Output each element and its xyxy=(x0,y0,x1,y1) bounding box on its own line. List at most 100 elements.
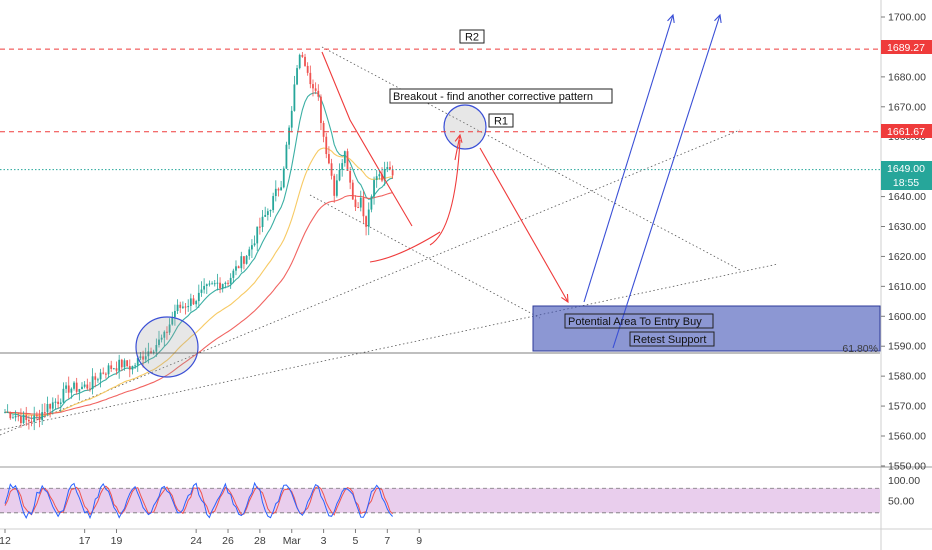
candle-body xyxy=(97,379,99,381)
candle-body xyxy=(57,401,59,404)
trendline xyxy=(321,46,741,271)
price-levels[interactable] xyxy=(0,48,880,354)
candle xyxy=(330,158,333,180)
rsi-tick-label: 100.00 xyxy=(888,475,920,487)
candle-body xyxy=(54,401,57,403)
candle xyxy=(91,368,94,395)
trendlines[interactable] xyxy=(0,46,779,436)
ema-30-line xyxy=(5,147,393,417)
candle-body xyxy=(158,339,160,346)
candle xyxy=(301,51,304,58)
candle-body xyxy=(30,421,33,423)
candle-body xyxy=(184,306,187,308)
candle-body xyxy=(118,359,121,371)
candle-body xyxy=(378,174,381,177)
candle-body xyxy=(211,283,213,285)
candle xyxy=(35,411,38,421)
entry-label-text: Potential Area To Entry Buy xyxy=(568,316,702,328)
candle-body xyxy=(171,317,174,325)
candle-body xyxy=(243,256,245,264)
candle-body xyxy=(22,415,25,424)
candle xyxy=(168,318,171,336)
rsi-panel[interactable]: 100.00 50.00 xyxy=(0,475,920,520)
candle-body xyxy=(343,151,346,164)
candle-body xyxy=(354,199,357,208)
candle xyxy=(192,294,195,306)
candle-body xyxy=(33,415,36,423)
candle-body xyxy=(304,56,306,66)
candle xyxy=(33,406,36,431)
candle xyxy=(155,338,158,357)
candle-body xyxy=(325,136,328,155)
countdown-text: 18:55 xyxy=(893,177,919,189)
candle xyxy=(152,349,155,355)
rsi-tick-label: 50.00 xyxy=(888,496,914,508)
candle xyxy=(9,411,12,420)
trendline xyxy=(0,263,779,431)
r1-label[interactable]: R1 xyxy=(488,113,514,128)
candle xyxy=(211,281,213,285)
candle-body xyxy=(155,345,158,352)
candle-body xyxy=(264,214,267,217)
ema-60-line xyxy=(5,192,393,415)
candle xyxy=(17,412,20,422)
blue-arrow-2-head xyxy=(714,13,722,23)
candle-body xyxy=(346,151,349,171)
candle xyxy=(78,388,81,401)
candle xyxy=(365,215,367,236)
candle-body xyxy=(12,417,14,419)
candle-body xyxy=(192,298,195,305)
candle-body xyxy=(290,110,293,128)
time-tick-label: 7 xyxy=(384,535,390,547)
candle xyxy=(73,381,75,391)
breakout-label[interactable]: Breakout - find another corrective patte… xyxy=(389,88,613,104)
candle xyxy=(62,382,65,403)
retest-label[interactable]: Retest Support xyxy=(629,331,715,347)
candle xyxy=(248,246,251,260)
candle xyxy=(195,299,198,308)
candle xyxy=(184,303,187,315)
candle xyxy=(54,398,57,410)
candle-body xyxy=(35,415,38,417)
candle xyxy=(70,387,73,399)
candle xyxy=(296,64,298,86)
candle-body xyxy=(176,304,179,312)
candle xyxy=(373,176,375,205)
candle-body xyxy=(120,359,123,368)
candle-body xyxy=(277,188,280,191)
candle-body xyxy=(91,376,94,390)
candle xyxy=(49,403,52,418)
time-tick-label: 9 xyxy=(416,535,422,547)
drawings[interactable] xyxy=(135,13,881,378)
candle-body xyxy=(253,243,256,246)
time-tick-label: 5 xyxy=(353,535,359,547)
candle-body xyxy=(25,415,28,420)
candle xyxy=(253,235,256,247)
price-tick-label: 1680.00 xyxy=(888,71,926,83)
candle-body xyxy=(14,415,17,418)
candle xyxy=(14,410,17,422)
candle xyxy=(12,414,14,419)
candle xyxy=(46,396,49,417)
candle xyxy=(97,377,99,383)
candle-body xyxy=(224,282,227,284)
candle xyxy=(57,394,59,409)
candle-body xyxy=(309,72,312,85)
candle xyxy=(213,280,216,287)
candle-body xyxy=(4,412,6,414)
candle xyxy=(221,283,224,293)
candle-body xyxy=(59,402,62,404)
candle-body xyxy=(274,188,277,197)
r2-label[interactable]: R2 xyxy=(459,29,485,44)
candle-body xyxy=(17,415,20,417)
candle xyxy=(197,284,200,308)
candle-body xyxy=(357,207,360,209)
candle-body xyxy=(312,84,314,89)
candle xyxy=(325,132,328,159)
red-curve-base xyxy=(369,231,441,263)
candle-body xyxy=(338,169,341,181)
candle xyxy=(354,195,357,212)
entry-label[interactable]: Potential Area To Entry Buy xyxy=(564,313,714,329)
time-tick-label: 3 xyxy=(321,535,327,547)
